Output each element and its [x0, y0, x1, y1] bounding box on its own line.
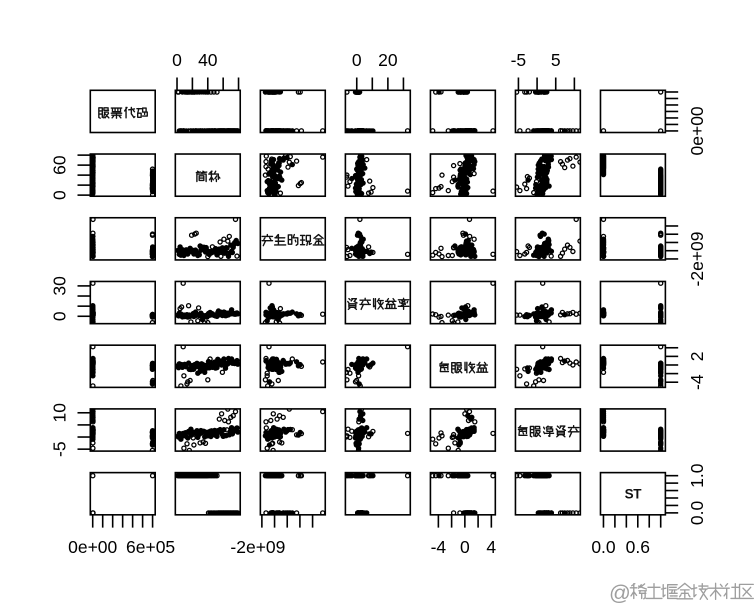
svg-text:-5: -5	[50, 441, 70, 457]
svg-text:-4: -4	[687, 374, 707, 390]
svg-text:60: 60	[50, 155, 70, 175]
svg-text:0: 0	[460, 537, 470, 557]
svg-text:0.0: 0.0	[591, 537, 616, 557]
svg-text:40: 40	[198, 50, 218, 70]
svg-text:20: 20	[378, 50, 398, 70]
svg-text:0e+00: 0e+00	[68, 537, 117, 557]
svg-text:30: 30	[50, 276, 70, 296]
svg-text:@: @	[609, 581, 631, 605]
svg-text:ST: ST	[625, 487, 643, 502]
svg-text:4: 4	[486, 537, 496, 557]
svg-text:-2e+09: -2e+09	[687, 232, 707, 287]
svg-text:-4: -4	[431, 537, 447, 557]
svg-text:0.0: 0.0	[687, 500, 707, 525]
svg-text:0.6: 0.6	[626, 537, 650, 557]
svg-text:0: 0	[50, 190, 70, 200]
svg-text:2: 2	[687, 352, 707, 362]
svg-text:-5: -5	[511, 50, 527, 70]
svg-text:6e+05: 6e+05	[126, 537, 175, 557]
svg-text:0: 0	[352, 50, 362, 70]
svg-text:0e+00: 0e+00	[687, 106, 707, 155]
svg-text:-2e+09: -2e+09	[230, 537, 285, 557]
svg-text:0: 0	[172, 50, 182, 70]
svg-text:5: 5	[551, 50, 561, 70]
svg-text:10: 10	[50, 403, 70, 423]
svg-text:0: 0	[50, 311, 70, 321]
svg-text:1.0: 1.0	[687, 463, 707, 488]
